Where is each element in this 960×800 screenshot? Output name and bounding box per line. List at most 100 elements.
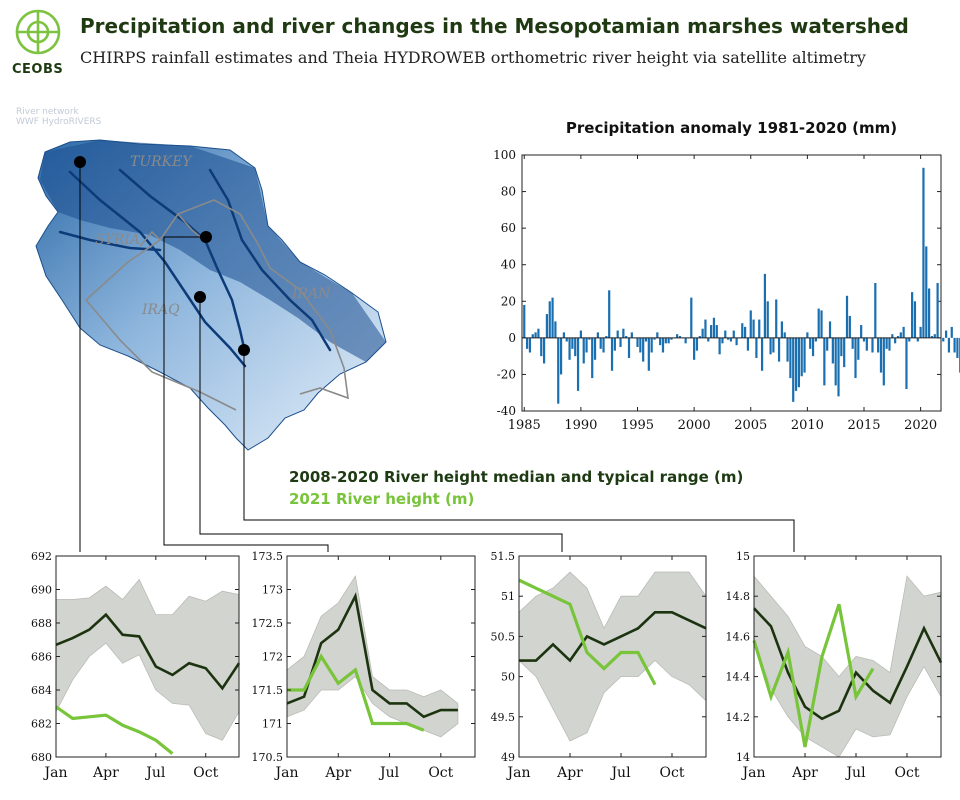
precip-bar — [616, 330, 619, 338]
river-panel-frame-4 — [753, 555, 942, 758]
precip-bar — [811, 337, 815, 357]
precip-bar — [667, 337, 670, 344]
precip-y-tick-label: 40 — [501, 258, 516, 272]
river-range-band-2 — [286, 575, 459, 738]
river-x-tick-label: Jan — [741, 765, 766, 781]
precip-x-tick-label: 2005 — [734, 418, 767, 433]
precip-bar — [845, 295, 849, 338]
river-x-tick-label: Jul — [378, 765, 400, 781]
precip-bar — [823, 337, 826, 386]
precip-bar — [922, 167, 925, 338]
river-y-tick-label: 50 — [501, 671, 515, 684]
river-2021-line-1 — [55, 705, 174, 755]
precip-bar — [760, 337, 764, 371]
precip-bar — [896, 336, 900, 338]
precip-bar — [630, 332, 633, 338]
precip-bar — [792, 337, 795, 402]
river-y-tick-label: 172 — [262, 651, 283, 664]
precip-bar — [775, 299, 778, 338]
precip-y-tick-label: 60 — [501, 221, 516, 235]
precip-bar — [622, 328, 625, 338]
precip-bar — [950, 326, 953, 338]
precip-bar — [752, 319, 755, 338]
precip-bar — [707, 337, 710, 342]
precip-bar — [834, 337, 837, 386]
river-x-tick-label: Jul — [609, 765, 631, 781]
precip-bar — [729, 337, 733, 342]
precip-bar — [571, 337, 574, 349]
river-y-tick-label: 171.5 — [252, 684, 284, 697]
river-2021-line-3 — [518, 578, 657, 686]
precip-bar — [540, 337, 543, 357]
precip-bar — [602, 337, 605, 353]
river-y-tick-label: 15 — [736, 550, 750, 563]
precip-bar — [608, 290, 611, 338]
precip-bar — [877, 337, 880, 353]
precip-bar — [627, 337, 631, 358]
precip-bar — [625, 336, 628, 338]
river-y-tick-label: 173.5 — [252, 550, 284, 563]
precip-bar — [908, 337, 911, 342]
precip-bar — [642, 337, 645, 362]
precip-bar — [542, 337, 546, 364]
precip-bar — [817, 308, 820, 338]
precip-bar — [724, 330, 727, 338]
legend-2021: 2021 River height (m) — [289, 490, 475, 508]
precip-bar — [741, 323, 744, 338]
precip-bar — [820, 310, 823, 338]
precip-bar — [619, 337, 622, 347]
precip-bar — [828, 321, 832, 338]
precip-bar — [763, 273, 767, 338]
precip-bar — [916, 337, 919, 342]
river-x-tick-label: Jan — [506, 765, 531, 781]
precip-bar — [888, 337, 891, 351]
precip-y-tick-label: 100 — [493, 148, 516, 162]
precip-bar — [531, 334, 534, 338]
precip-bar — [947, 337, 951, 353]
precip-bar — [786, 337, 789, 362]
precip-bar — [899, 332, 902, 338]
precip-bar — [656, 332, 659, 338]
precip-chart-title: Precipitation anomaly 1981-2020 (mm) — [566, 119, 897, 137]
precip-bar — [806, 332, 809, 338]
precip-bar — [690, 297, 693, 338]
precip-y-tick-label: 80 — [501, 185, 516, 199]
precip-bar — [871, 337, 874, 353]
precip-bar — [565, 337, 568, 342]
precip-bar — [523, 304, 526, 338]
precip-bar — [826, 337, 829, 351]
precip-bar — [732, 330, 735, 338]
river-y-tick-label: 51.5 — [491, 550, 516, 563]
precip-bar — [746, 337, 750, 351]
precip-bar — [636, 337, 639, 347]
precip-bar — [605, 336, 608, 338]
precip-x-tick-label: 2000 — [678, 418, 711, 433]
precip-bar — [905, 337, 908, 390]
precip-bar — [684, 337, 687, 344]
precip-bar — [919, 326, 922, 338]
precip-bar — [848, 315, 851, 338]
river-median-line-1 — [55, 612, 241, 691]
precip-bar — [794, 337, 798, 391]
precip-bar — [758, 319, 761, 338]
precip-bar — [894, 337, 897, 344]
river-x-tick-label: Jul — [844, 765, 866, 781]
precip-bar — [772, 337, 775, 353]
precip-bar — [676, 334, 679, 338]
precip-bar — [942, 337, 945, 342]
river-y-tick-label: 686 — [31, 651, 52, 664]
precip-y-tick-label: -20 — [497, 367, 516, 381]
river-x-tick-label: Jan — [43, 765, 68, 781]
precip-bar — [840, 337, 843, 357]
precip-bar — [902, 326, 905, 338]
precip-bar — [843, 337, 846, 368]
precip-bar — [576, 337, 580, 391]
precip-bar — [925, 246, 928, 338]
precip-bar — [831, 337, 834, 364]
river-y-tick-label: 172.5 — [252, 617, 284, 630]
river-x-tick-label: Jan — [274, 765, 299, 781]
precip-bar — [911, 292, 914, 338]
precip-bar — [695, 337, 699, 351]
logo-text: CEOBS — [12, 62, 64, 77]
